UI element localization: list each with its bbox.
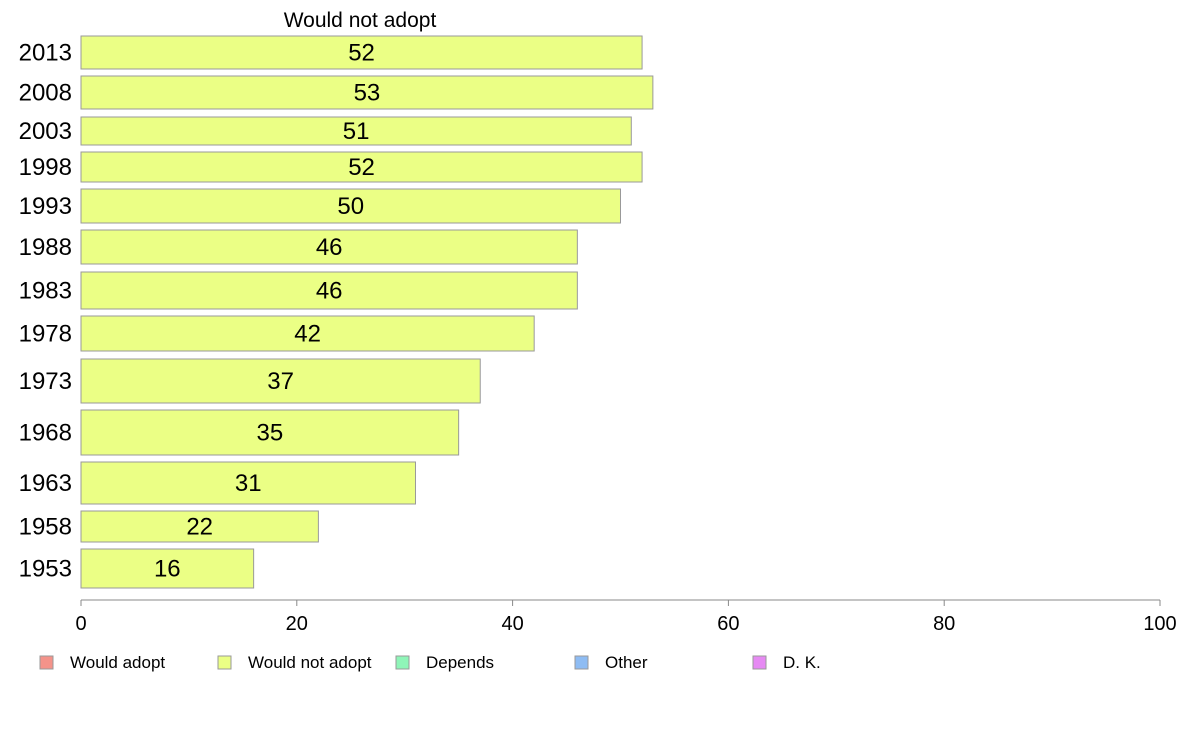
category-label-2013: 2013	[19, 40, 72, 67]
legend-label-1: Would not adopt	[248, 653, 372, 672]
category-label-1963: 1963	[19, 470, 72, 497]
x-tick-label-40: 40	[501, 613, 523, 635]
bar-2003	[80, 116, 632, 146]
data-label-1973: 37	[267, 368, 294, 395]
category-label-1958: 1958	[19, 514, 72, 541]
chart-title: Would not adopt	[284, 9, 437, 32]
x-tick-label-100: 100	[1143, 613, 1176, 635]
data-label-1983: 46	[316, 278, 343, 305]
x-tick-label-0: 0	[75, 613, 86, 635]
legend-swatch-3	[574, 655, 589, 670]
legend: Would adopt Would not adopt Depends Other D.…	[39, 653, 821, 672]
data-label-1953: 16	[154, 556, 181, 583]
legend-label-0: Would adopt	[70, 653, 165, 672]
category-label-1953: 1953	[19, 556, 72, 583]
bar-1993	[80, 188, 621, 224]
category-label-1973: 1973	[19, 368, 72, 395]
bar-1963	[80, 461, 416, 505]
category-label-1988: 1988	[19, 234, 72, 261]
category-label-2008: 2008	[19, 80, 72, 107]
legend-swatch-1	[217, 655, 232, 670]
bar-1988	[80, 229, 578, 265]
legend-swatch-2	[395, 655, 410, 670]
data-label-1993: 50	[337, 193, 364, 220]
x-tick-label-80: 80	[933, 613, 955, 635]
category-label-1978: 1978	[19, 321, 72, 348]
legend-swatch-4	[752, 655, 767, 670]
category-label-2003: 2003	[19, 118, 72, 145]
category-label-1968: 1968	[19, 420, 72, 447]
data-label-1963: 31	[235, 470, 262, 497]
data-label-1988: 46	[316, 234, 343, 261]
data-label-1978: 42	[294, 321, 321, 348]
x-axis: 0 20 40 60 80 100	[75, 599, 1177, 635]
bars-group: 2013 52 2008 53 2003 51 1998 52 1993 50 1988 46 1983…	[19, 35, 654, 589]
bar-2013	[80, 35, 643, 70]
x-tick-label-20: 20	[286, 613, 308, 635]
legend-label-2: Depends	[426, 653, 494, 672]
bar-1968	[80, 409, 460, 456]
bar-1998	[80, 151, 643, 183]
bar-1973	[80, 358, 481, 404]
bar-2008	[80, 75, 654, 110]
category-label-1983: 1983	[19, 278, 72, 305]
data-label-1968: 35	[256, 420, 283, 447]
bar-1958	[80, 510, 319, 543]
bar-1953	[80, 548, 255, 589]
bar-1983	[80, 271, 578, 310]
legend-label-3: Other	[605, 653, 648, 672]
data-label-1998: 52	[348, 154, 375, 181]
data-label-1958: 22	[186, 514, 213, 541]
category-label-1998: 1998	[19, 154, 72, 181]
legend-label-4: D. K.	[783, 653, 821, 672]
data-label-2013: 52	[348, 40, 375, 67]
legend-swatch-0	[39, 655, 54, 670]
category-label-1993: 1993	[19, 193, 72, 220]
bar-1978	[80, 315, 535, 352]
x-tick-label-60: 60	[717, 613, 739, 635]
data-label-2008: 53	[354, 80, 381, 107]
data-label-2003: 51	[343, 118, 370, 145]
